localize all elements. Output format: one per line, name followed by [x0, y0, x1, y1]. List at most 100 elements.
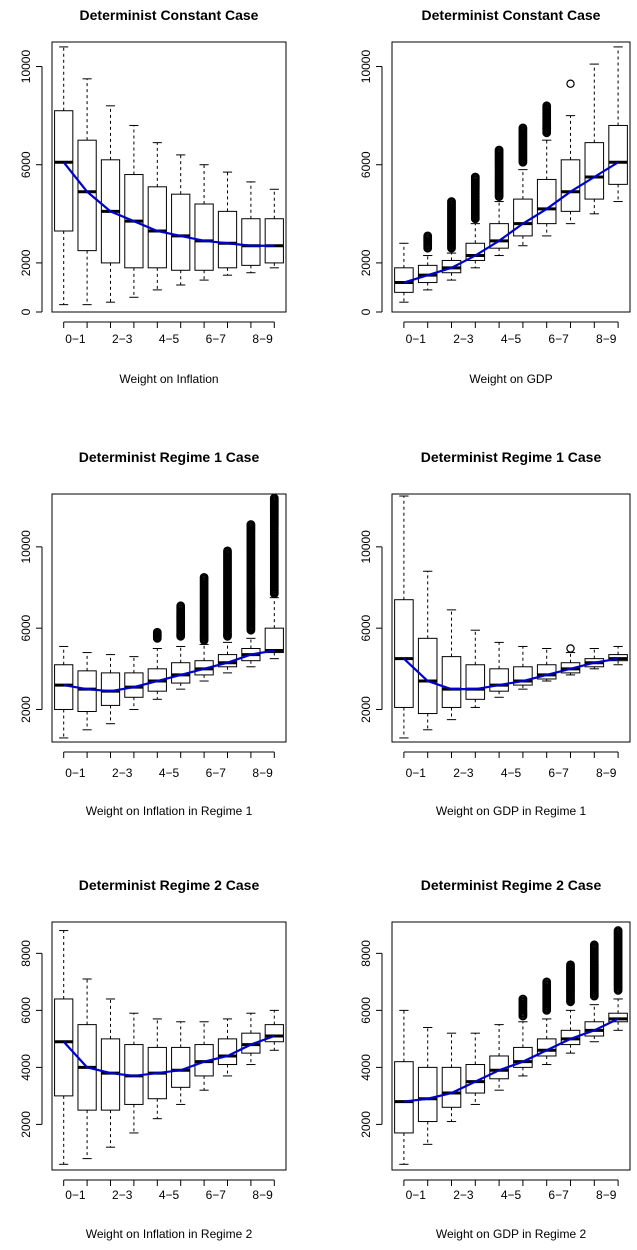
chart-title: Determinist Constant Case [422, 7, 601, 23]
box-body [441, 656, 462, 708]
outlier-point [566, 997, 575, 1007]
median-trend-line [62, 1034, 275, 1078]
y-tick-label: 2000 [19, 696, 33, 723]
median-trend-line [403, 657, 619, 691]
chart-panel-3: Determinist Regime 1 Case 2000 6000 10000 0−… [19, 449, 287, 818]
chart-panel-4: Determinist Regime 1 Case 2000 6000 10000 0−… [359, 449, 631, 818]
box-5 [147, 142, 167, 291]
x-axis-label: Weight on GDP in Regime 1 [436, 804, 587, 818]
x-axis-label: Weight on GDP [469, 372, 552, 386]
y-tick-label: 10000 [359, 50, 373, 84]
y-tick-label: 6000 [19, 151, 33, 178]
box-body [513, 198, 533, 237]
box-2 [77, 652, 97, 731]
x-tick-label: 0−1 [406, 332, 427, 346]
box-7 [536, 977, 557, 1066]
box-body [608, 124, 628, 185]
box-6 [171, 1021, 191, 1105]
x-tick-label: 4−5 [159, 766, 180, 780]
chart-panel-6: Determinist Regime 2 Case 2000 4000 6000 800… [359, 877, 631, 1241]
plot-frame [51, 921, 287, 1171]
box-10 [264, 1009, 284, 1051]
box-4 [124, 656, 144, 710]
box-8 [560, 960, 581, 1054]
y-tick-label: 10000 [19, 50, 33, 84]
y-tick-label: 8000 [19, 940, 33, 967]
median-trend-line [62, 161, 275, 247]
y-tick-label: 6000 [19, 997, 33, 1024]
box-body [77, 670, 97, 713]
y-tick-label: 2000 [359, 696, 373, 723]
box-body [264, 218, 284, 264]
outlier-point [566, 644, 575, 653]
box-2 [417, 231, 438, 291]
chart-panel-2: Determinist Constant Case 0 2000 6000 10000 0… [359, 7, 631, 386]
x-tick-label: 4−5 [501, 1188, 522, 1202]
box-body [241, 218, 261, 266]
box-7 [194, 1021, 214, 1091]
median-trend-line [403, 1017, 619, 1103]
box-body [441, 1066, 462, 1108]
box-body [217, 210, 238, 269]
x-tick-label: 8−9 [596, 766, 617, 780]
box-5 [489, 1024, 509, 1091]
box-9 [241, 181, 261, 274]
x-tick-label: 0−1 [65, 332, 86, 346]
y-tick-label: 6000 [19, 614, 33, 641]
median-trend-line [403, 161, 619, 284]
plot-frame [51, 41, 287, 313]
outlier-point [542, 1005, 552, 1015]
box-5 [147, 1018, 167, 1120]
outlier-point [423, 243, 433, 253]
box-6 [171, 154, 191, 286]
box-8 [217, 1018, 238, 1077]
outlier-point [269, 589, 279, 599]
median-trend-line [63, 649, 275, 693]
outlier-point [613, 986, 623, 995]
box-2 [417, 1026, 438, 1145]
box-9 [241, 520, 261, 668]
outlier-point [176, 631, 186, 641]
box-4 [465, 1032, 486, 1105]
chart-title: Determinist Regime 2 Case [79, 877, 260, 893]
box-body [394, 1061, 414, 1134]
box-7 [194, 572, 214, 682]
plot-frame [391, 493, 631, 743]
x-tick-label: 4−5 [159, 332, 180, 346]
box-10 [608, 46, 628, 203]
box-body [489, 668, 509, 692]
x-tick-label: 4−5 [501, 332, 522, 346]
y-tick-label: 2000 [359, 249, 373, 276]
box-body [560, 159, 581, 212]
x-tick-label: 4−5 [159, 1188, 180, 1202]
x-tick-label: 6−7 [206, 332, 227, 346]
x-tick-label: 0−1 [406, 1188, 427, 1202]
box-7 [194, 164, 214, 281]
y-tick-label: 2000 [19, 1111, 33, 1138]
y-tick-label: 6000 [359, 997, 373, 1024]
box-body [465, 664, 486, 700]
x-tick-label: 2−3 [453, 1188, 474, 1202]
box-body [54, 110, 74, 232]
y-tick-label: 8000 [359, 940, 373, 967]
outlier-point [494, 192, 504, 202]
box-body [77, 139, 97, 252]
box-body [171, 193, 191, 271]
box-7 [536, 101, 557, 237]
box-9 [584, 647, 605, 670]
x-tick-label: 8−9 [252, 766, 273, 780]
x-tick-label: 8−9 [596, 332, 617, 346]
x-tick-label: 8−9 [596, 1188, 617, 1202]
box-5 [147, 627, 167, 700]
outlier-point [447, 243, 456, 253]
chart-panel-1: Determinist Constant Case 0 2000 6000 10000 0… [19, 7, 287, 386]
box-4 [124, 1012, 144, 1134]
chart-title: Determinist Constant Case [80, 7, 259, 23]
outlier-point [566, 79, 575, 88]
box-body [584, 142, 605, 200]
y-tick-label: 10000 [19, 530, 33, 564]
x-tick-label: 6−7 [206, 766, 227, 780]
y-tick-label: 2000 [19, 249, 33, 276]
x-tick-label: 2−3 [112, 1188, 133, 1202]
